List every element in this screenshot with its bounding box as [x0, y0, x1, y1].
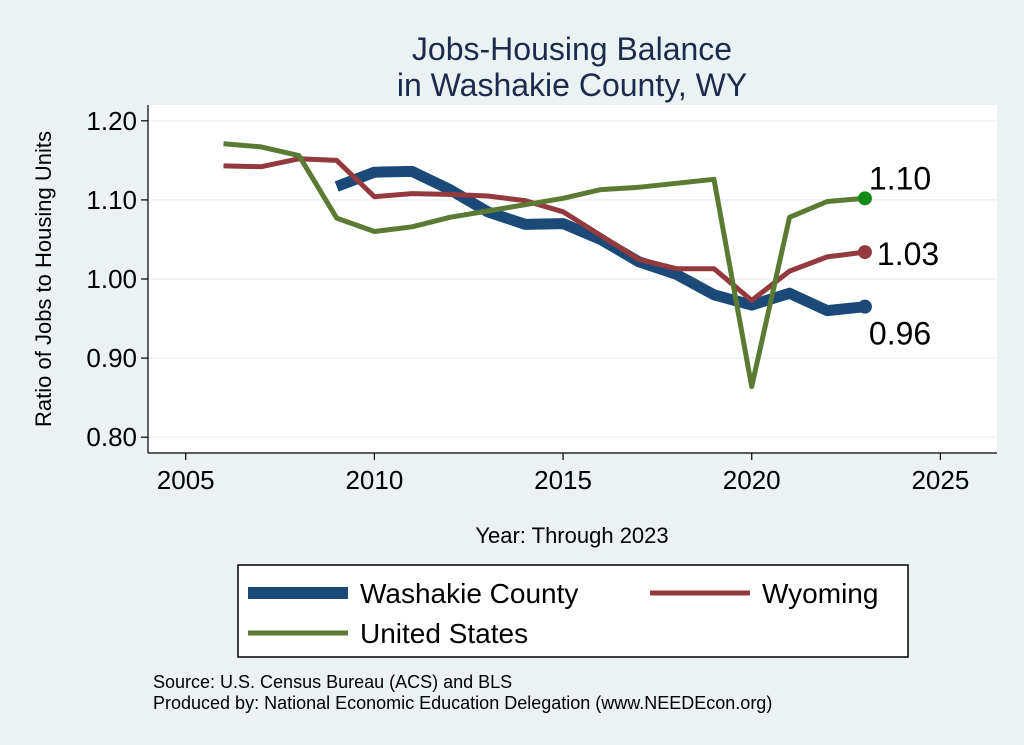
gridlines [148, 120, 997, 438]
series-line-wyoming [223, 156, 866, 303]
end-marker-washakie-county [857, 299, 872, 314]
y-tick-label: 1.00 [86, 264, 137, 294]
y-tick-label: 0.80 [86, 422, 137, 452]
end-label-united-states: 1.10 [869, 160, 931, 196]
x-tick-label: 2020 [723, 465, 781, 495]
y-tick-label: 1.20 [86, 106, 137, 136]
series-lines [223, 141, 866, 390]
y-tick-label: 0.90 [86, 343, 137, 373]
x-axis-title: Year: Through 2023 [475, 523, 668, 548]
legend-label-washakie-county: Washakie County [360, 578, 578, 609]
x-tick-label: 2005 [157, 465, 215, 495]
x-tick-label: 2015 [534, 465, 592, 495]
legend-label-united-states: United States [360, 618, 528, 649]
end-label-wyoming: 1.03 [877, 236, 939, 272]
source-line-2: Produced by: National Economic Education… [153, 693, 772, 713]
y-axis-title: Ratio of Jobs to Housing Units [31, 131, 56, 427]
series-line-united-states [223, 141, 866, 390]
x-tick-label: 2010 [345, 465, 403, 495]
end-markers: 0.96 1.03 1.10 [857, 160, 939, 352]
legend: Washakie County Wyoming United States [237, 564, 909, 658]
end-marker-wyoming [857, 245, 872, 260]
y-tick-label: 1.10 [86, 185, 137, 215]
legend-box [237, 564, 909, 658]
chart-title-line-1: Jobs-Housing Balance [412, 31, 732, 67]
chart-title-line-2: in Washakie County, WY [397, 67, 747, 103]
series-line-washakie-county [334, 165, 866, 317]
y-ticks: 0.80 0.90 1.00 1.10 1.20 [86, 106, 148, 452]
legend-label-wyoming: Wyoming [762, 578, 878, 609]
x-ticks: 2005 2010 2015 2020 2025 [157, 453, 969, 495]
x-tick-label: 2025 [911, 465, 969, 495]
end-marker-united-states [857, 191, 872, 206]
end-label-washakie-county: 0.96 [869, 316, 931, 352]
source-line-1: Source: U.S. Census Bureau (ACS) and BLS [153, 672, 512, 692]
